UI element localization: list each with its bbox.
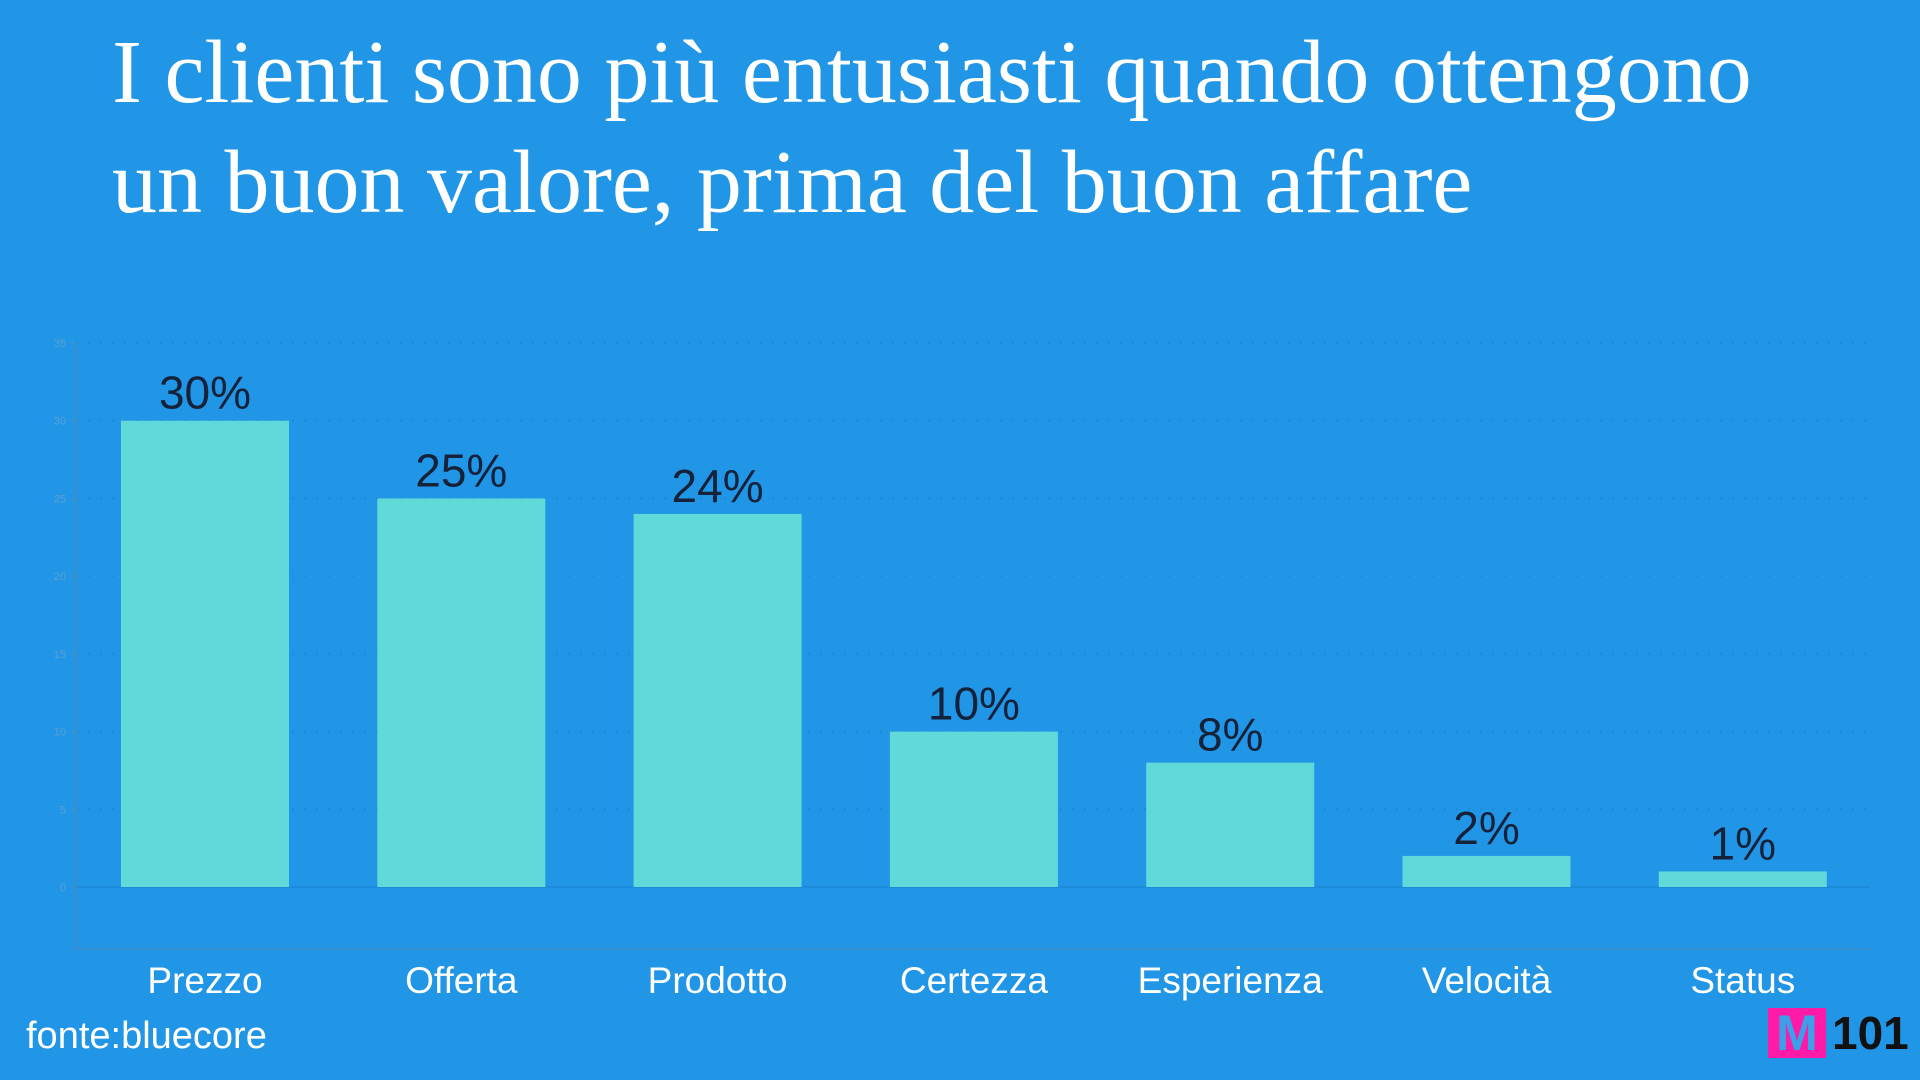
data-label: 25% xyxy=(415,444,507,496)
logo-mark: M xyxy=(1768,1008,1826,1058)
x-tick-label: Offerta xyxy=(405,960,518,1001)
x-tick-label: Velocità xyxy=(1422,960,1552,1001)
logo: M 101 xyxy=(1768,1006,1909,1060)
bar xyxy=(1658,871,1827,887)
chart-title: I clienti sono più entusiasti quando ott… xyxy=(112,23,1752,232)
bar xyxy=(377,498,546,887)
y-tick-label: 5 xyxy=(60,804,66,816)
y-tick-label: 35 xyxy=(54,338,66,350)
bar xyxy=(1146,762,1315,887)
data-label: 24% xyxy=(672,460,764,512)
bar xyxy=(889,731,1058,887)
bar xyxy=(121,420,289,887)
x-tick-label: Esperienza xyxy=(1138,960,1324,1001)
source-note: fonte:bluecore xyxy=(26,1015,267,1057)
data-label: 30% xyxy=(159,367,251,419)
data-label: 8% xyxy=(1197,709,1263,761)
x-tick-label: Certezza xyxy=(900,960,1048,1001)
data-label: 2% xyxy=(1453,802,1519,854)
logo-text: 101 xyxy=(1832,1007,1909,1059)
bar xyxy=(633,513,802,887)
x-tick-label: Prezzo xyxy=(147,960,262,1001)
data-label: 1% xyxy=(1710,817,1776,869)
y-tick-label: 20 xyxy=(54,571,66,583)
y-tick-label: 10 xyxy=(54,727,66,739)
x-tick-label: Prodotto xyxy=(648,960,788,1001)
data-label: 10% xyxy=(928,678,1020,730)
x-tick-label: Status xyxy=(1690,960,1795,1001)
bar xyxy=(1402,855,1571,887)
y-tick-label: 15 xyxy=(54,649,66,661)
y-tick-label: 30 xyxy=(54,416,66,428)
y-tick-label: 25 xyxy=(54,493,66,505)
y-tick-label: 0 xyxy=(60,882,66,894)
